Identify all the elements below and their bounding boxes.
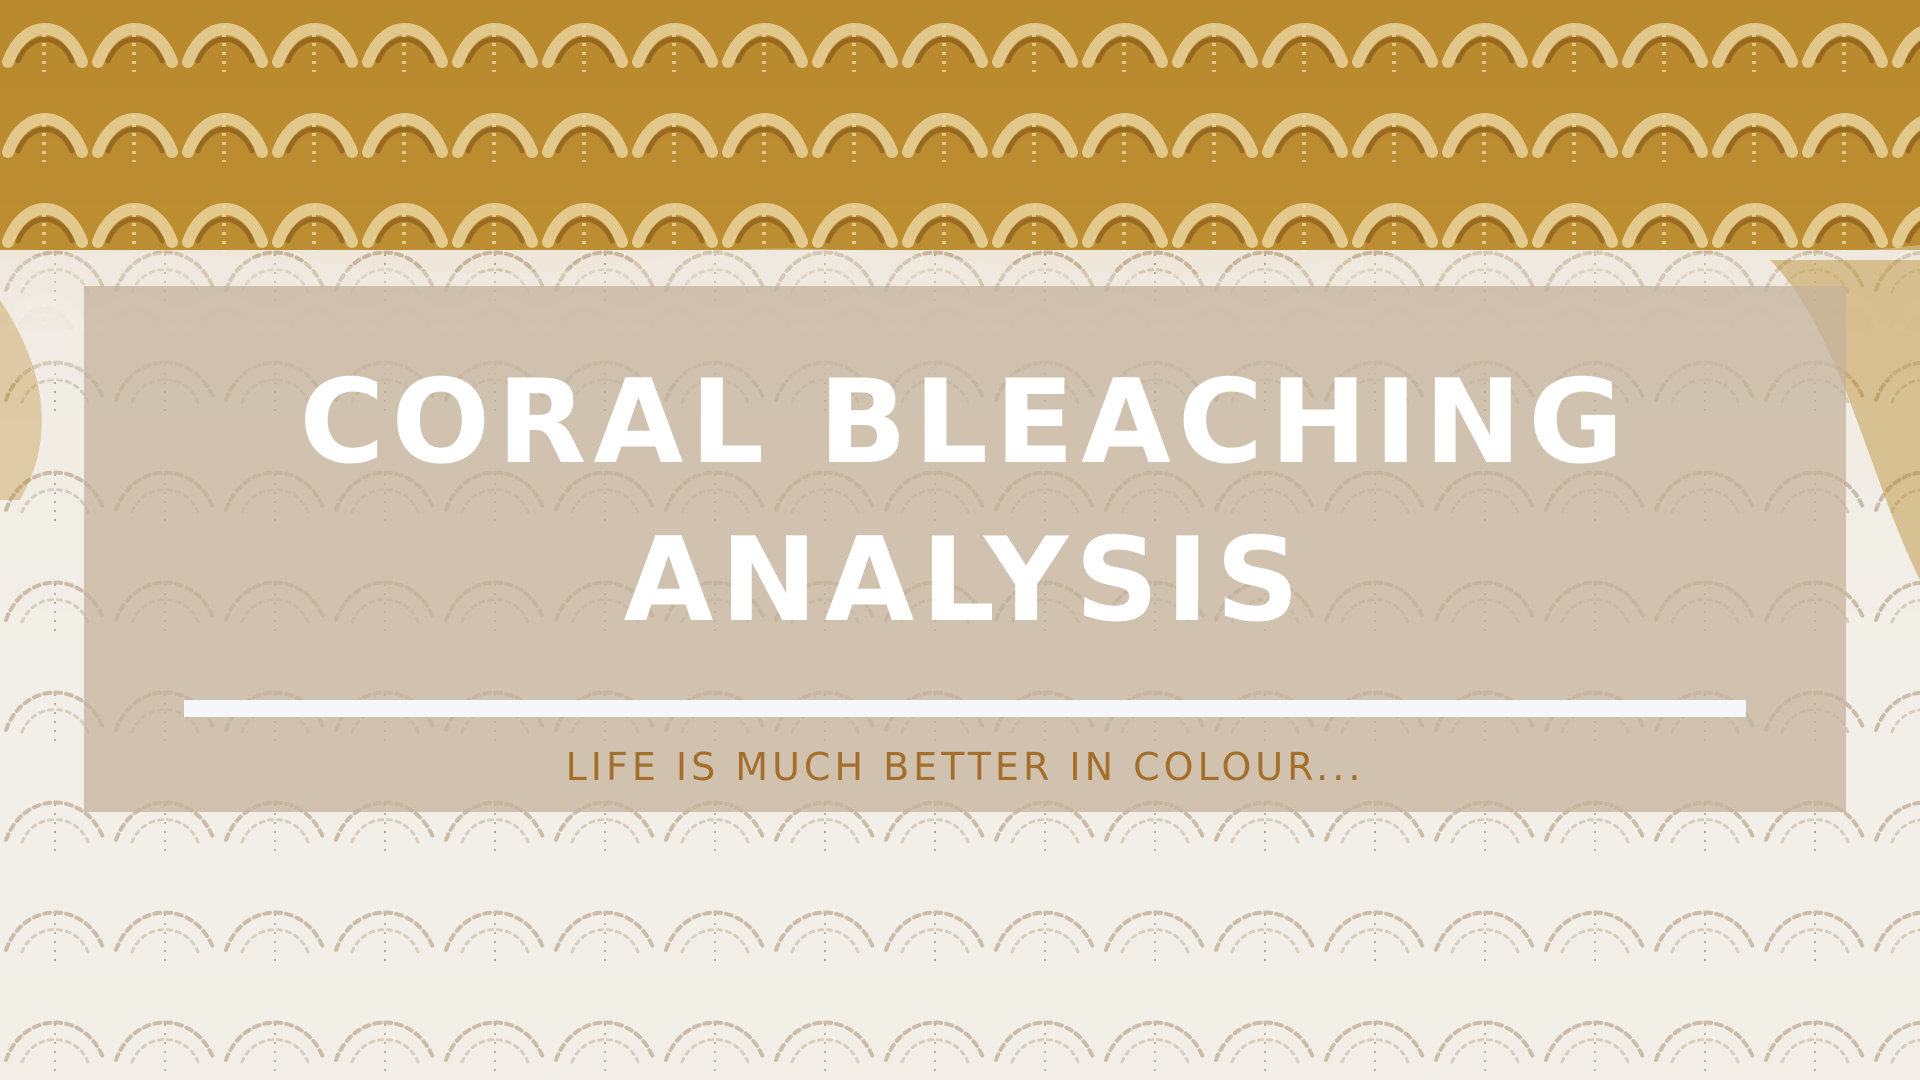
slide-tagline: LIFE IS MUCH BETTER IN COLOUR...	[565, 745, 1365, 789]
title-panel: CORAL BLEACHING ANALYSIS LIFE IS MUCH BE…	[84, 286, 1846, 812]
title-divider	[184, 700, 1746, 717]
slide-title: CORAL BLEACHING ANALYSIS	[84, 344, 1846, 660]
title-line-analysis: ANALYSIS	[623, 513, 1307, 648]
title-line-coral-bleaching: CORAL BLEACHING	[299, 355, 1631, 490]
